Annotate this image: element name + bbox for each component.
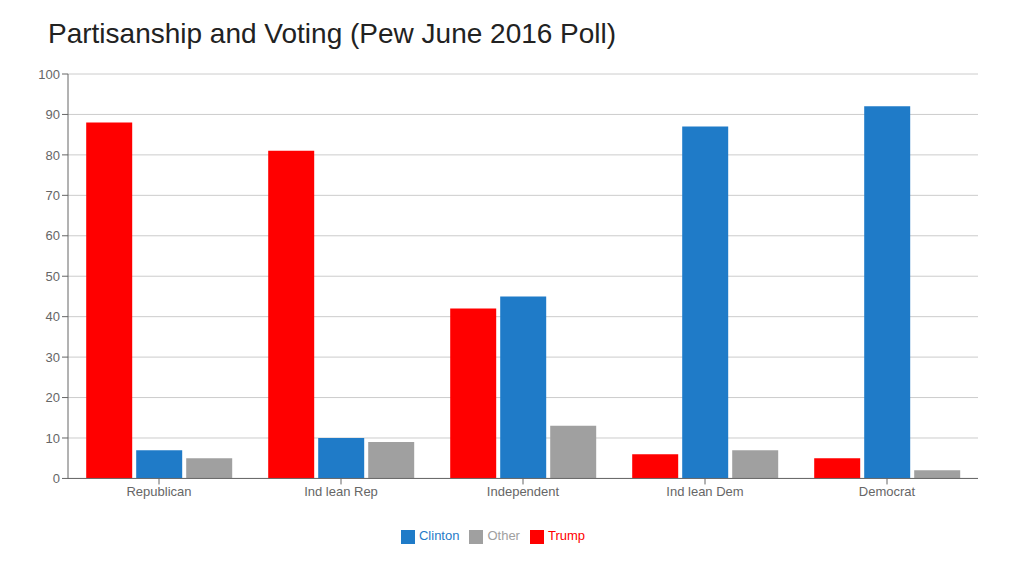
svg-text:10: 10 [46,431,60,446]
svg-text:70: 70 [46,188,60,203]
svg-text:90: 90 [46,107,60,122]
svg-text:Ind lean Dem: Ind lean Dem [666,484,743,499]
html-text:Clinton: Clinton [419,528,460,544]
svg-text:Independent: Independent [487,484,560,499]
svg-text:Ind lean Rep: Ind lean Rep [304,484,378,499]
html-text:Partisanship and Voting (Pew J: Partisanship and Voting (Pew June 2016 P… [48,18,617,49]
svg-text:100: 100 [38,67,60,82]
html-text:Trump: Trump [548,528,585,544]
svg-text:30: 30 [46,350,60,365]
svg-text:40: 40 [46,309,60,324]
svg-text:20: 20 [46,390,60,405]
html-text:Other: Other [487,528,520,544]
svg-text:Democrat: Democrat [859,484,916,499]
svg-text:80: 80 [46,148,60,163]
svg-text:Republican: Republican [126,484,191,499]
svg-text:0: 0 [53,471,60,486]
svg-text:60: 60 [46,228,60,243]
svg-text:50: 50 [46,269,60,284]
